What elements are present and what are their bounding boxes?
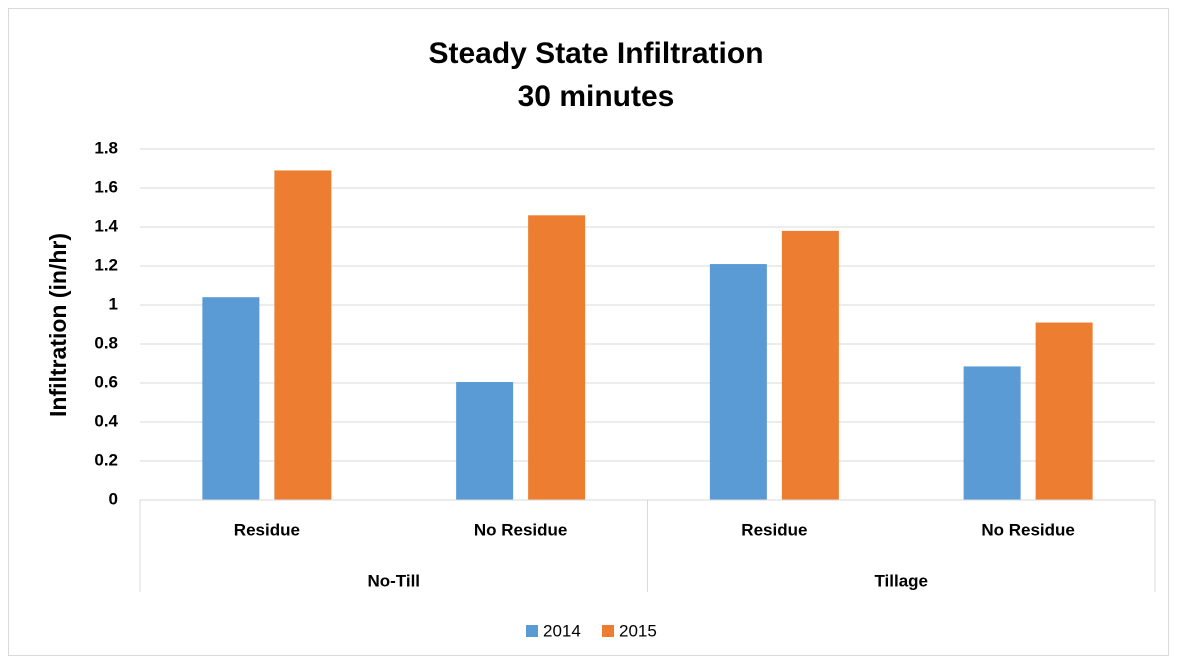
chart-title: Steady State Infiltration — [428, 37, 763, 70]
chart-subtitle: 30 minutes — [518, 80, 675, 113]
y-tick-label: 0 — [109, 489, 118, 508]
bar — [528, 215, 586, 501]
chart-border — [8, 8, 1169, 656]
x-tick-label: Residue — [234, 520, 300, 539]
x-tick-label: Residue — [741, 520, 807, 539]
y-tick-label: 0.2 — [94, 450, 118, 469]
legend-label: 2014 — [543, 621, 581, 640]
y-tick-label: 1 — [109, 294, 118, 313]
y-tick-label: 1.6 — [94, 177, 118, 196]
legend-swatch — [526, 625, 538, 637]
y-tick-label: 1.4 — [94, 216, 118, 235]
group-label: No-Till — [367, 571, 420, 590]
bar — [1035, 322, 1093, 500]
y-axis-label: Infiltration (in/hr) — [45, 233, 71, 417]
x-tick-label: No Residue — [981, 520, 1075, 539]
legend-label: 2015 — [619, 621, 657, 640]
bar — [963, 366, 1021, 500]
bar — [456, 382, 514, 500]
y-tick-label: 1.2 — [94, 255, 118, 274]
legend-swatch — [602, 625, 614, 637]
bar — [202, 297, 260, 500]
y-tick-label: 0.8 — [94, 333, 118, 352]
bar — [781, 230, 839, 500]
x-tick-label: No Residue — [474, 520, 568, 539]
y-tick-label: 0.6 — [94, 372, 118, 391]
bar — [274, 170, 332, 500]
bar — [709, 264, 767, 500]
y-tick-label: 0.4 — [94, 411, 118, 430]
group-label: Tillage — [874, 571, 928, 590]
y-tick-label: 1.8 — [94, 138, 118, 157]
